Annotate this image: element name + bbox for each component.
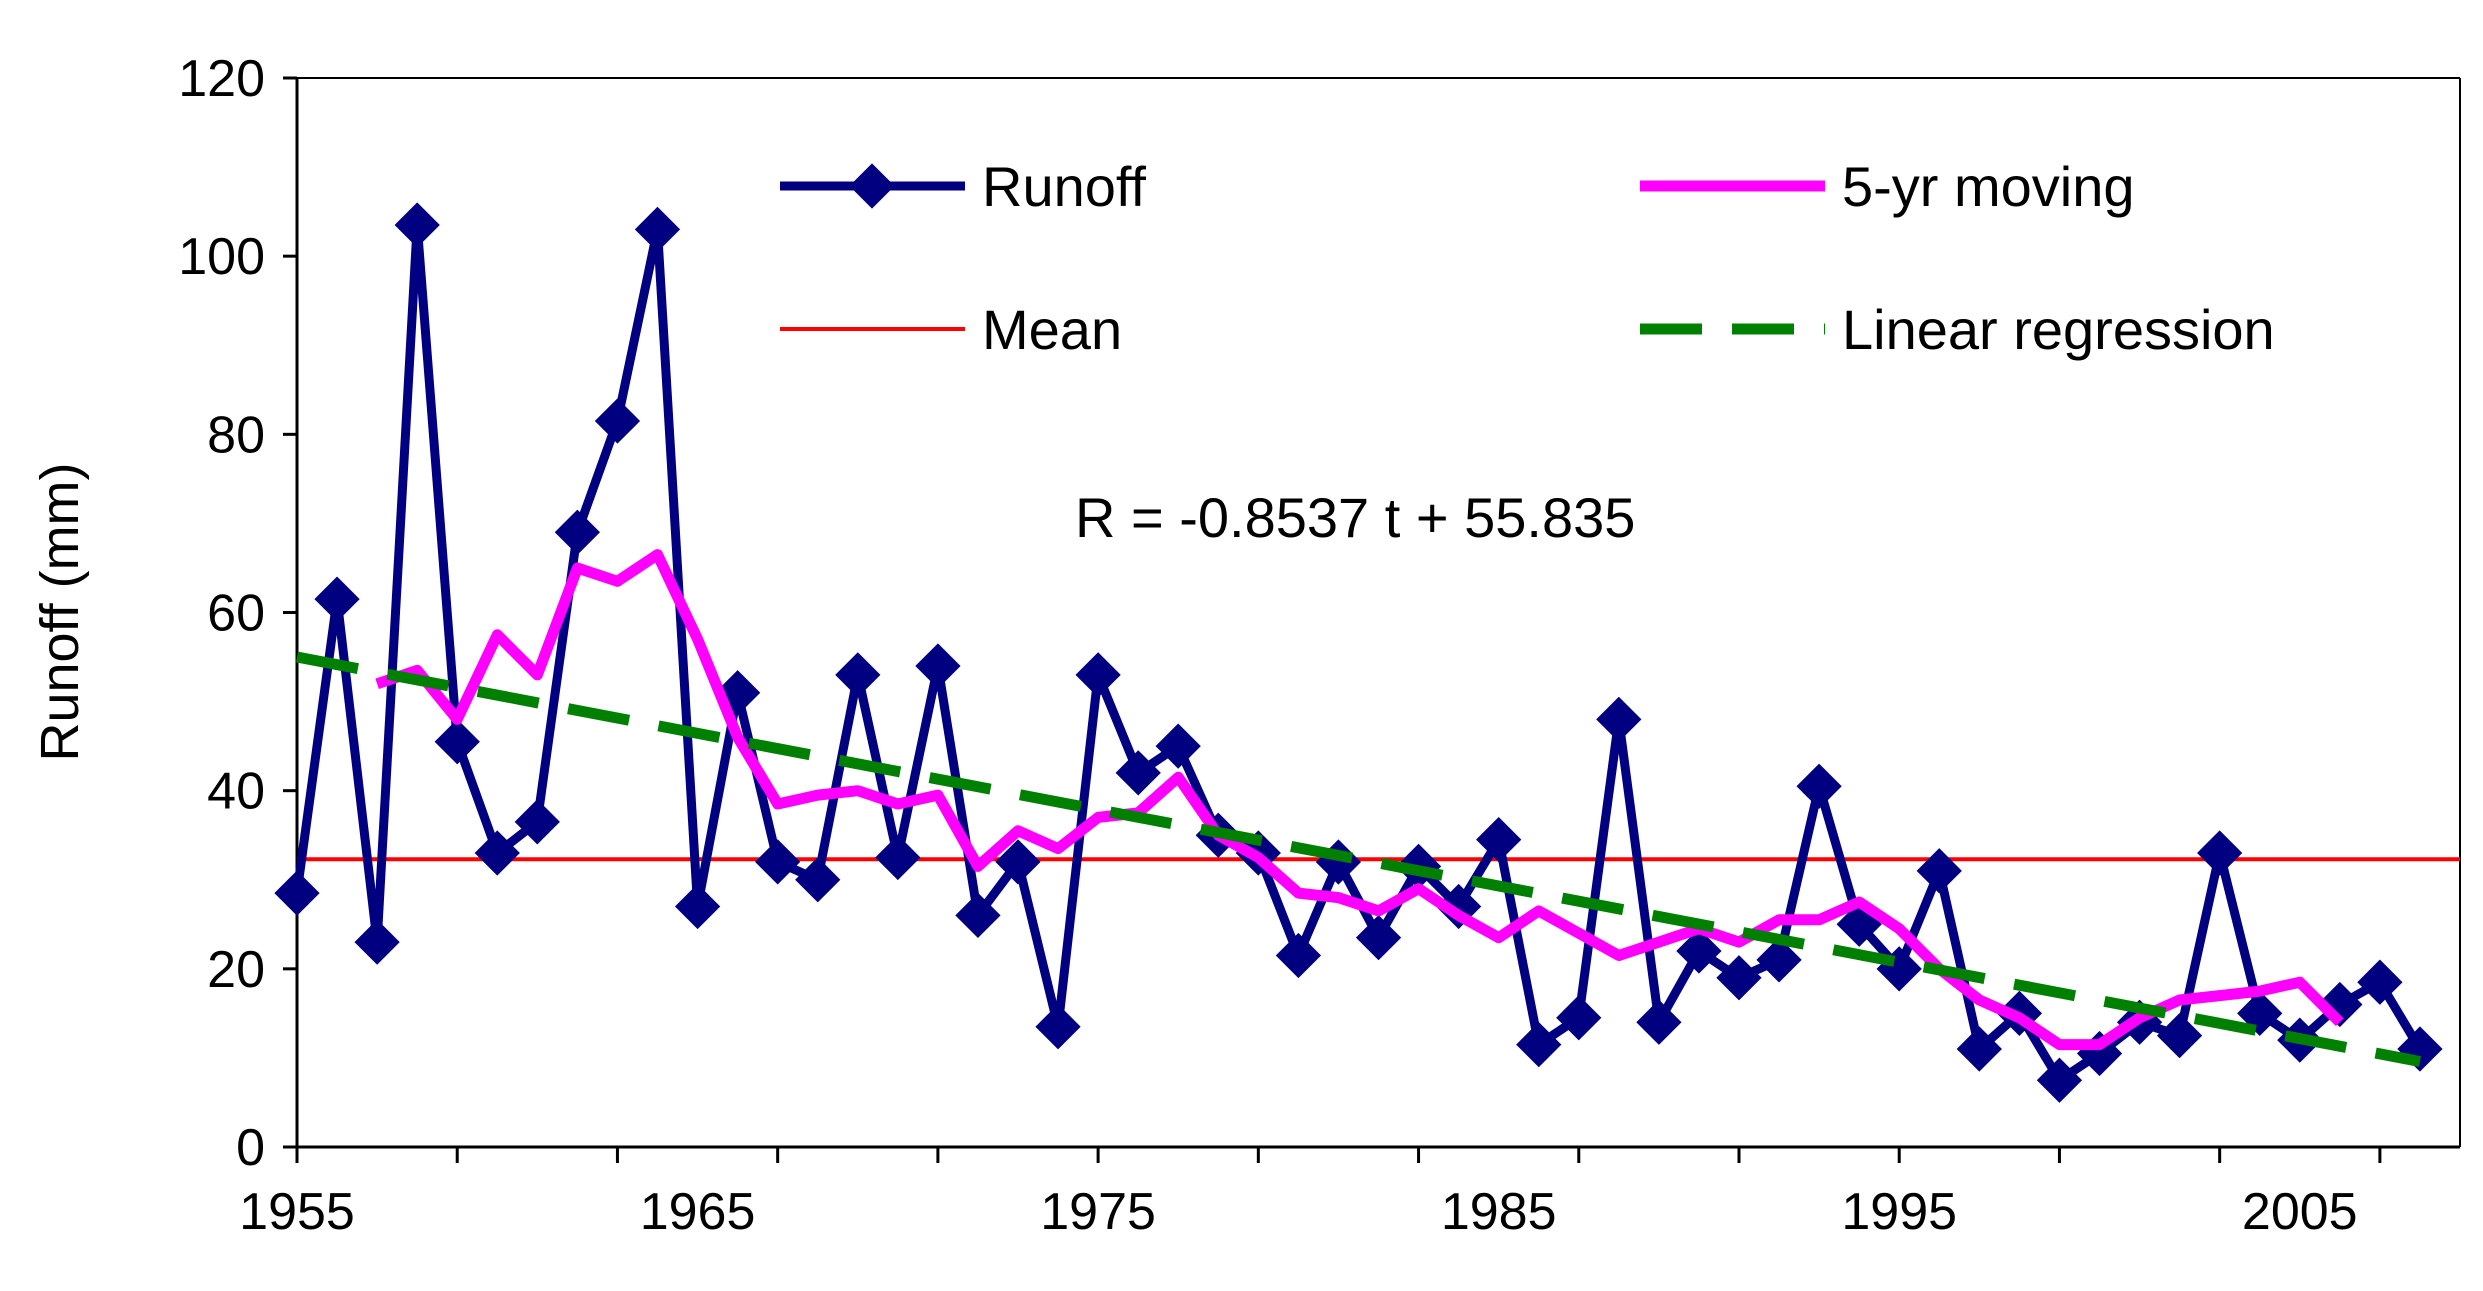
runoff-point [1756,937,1802,983]
x-tick-label: 2005 [2242,1183,2358,1241]
legend-item-runoff: Runoff [780,155,1146,218]
runoff-point [875,834,921,881]
y-tick-label: 20 [207,941,265,999]
legend-item-regression: Linear regression [1640,298,2275,361]
runoff-point [1155,723,1201,769]
y-tick-label: 100 [178,228,265,286]
legend-regression-label: Linear regression [1842,298,2275,361]
legend-runoff-label: Runoff [982,155,1146,218]
x-tick-group: 1955 1965 1975 1985 1995 2005 [239,1147,2382,1241]
y-tick-group: 0 20 40 60 80 100 120 [178,50,297,1177]
runoff-point [1275,932,1322,979]
y-tick-label: 0 [236,1119,265,1177]
legend: Runoff 5-yr moving Mean Linear regressio… [780,155,2275,361]
runoff-point [835,652,881,698]
y-tick-label: 60 [207,585,265,643]
runoff-point [1956,1026,2002,1072]
runoff-point [514,799,560,845]
runoff-point [915,643,961,689]
legend-moving-label: 5-yr moving [1842,155,2135,218]
x-tick-label: 1975 [1040,1183,1156,1241]
runoff-point [674,883,721,930]
series-moving-average-line [375,549,2344,1051]
x-tick-label: 1955 [239,1183,355,1241]
x-tick-label: 1985 [1441,1183,1557,1241]
series-regression-line [295,651,2421,1067]
regression-equation: R = -0.8537 t + 55.835 [1075,486,1635,549]
runoff-point [1916,848,1962,894]
runoff-point [394,202,440,248]
series-layer [274,202,2460,1103]
runoff-point [995,839,1041,885]
runoff-point [1676,928,1722,974]
runoff-point [2036,1057,2083,1103]
runoff-point [1035,1004,1081,1050]
runoff-point [795,857,841,903]
runoff-point [1516,1021,1562,1068]
y-tick-label: 120 [178,50,265,108]
y-tick-label: 40 [207,763,265,821]
runoff-point [474,830,520,876]
runoff-point [1596,696,1642,743]
x-tick-label: 1965 [640,1183,756,1241]
legend-runoff-marker [849,163,895,209]
legend-item-moving: 5-yr moving [1640,155,2135,218]
runoff-point [1796,763,1842,809]
legend-mean-label: Mean [982,298,1122,361]
runoff-point [354,919,400,965]
runoff-point [554,509,601,555]
legend-item-mean: Mean [780,298,1122,361]
runoff-point [1075,652,1121,698]
runoff-point [755,839,801,885]
runoff-point [2357,959,2403,1005]
y-tick-label: 80 [207,406,265,464]
y-axis-title: Runoff (mm) [30,462,90,761]
runoff-point [1355,915,1402,961]
x-tick-label: 1995 [1841,1183,1957,1241]
runoff-point [434,719,480,765]
